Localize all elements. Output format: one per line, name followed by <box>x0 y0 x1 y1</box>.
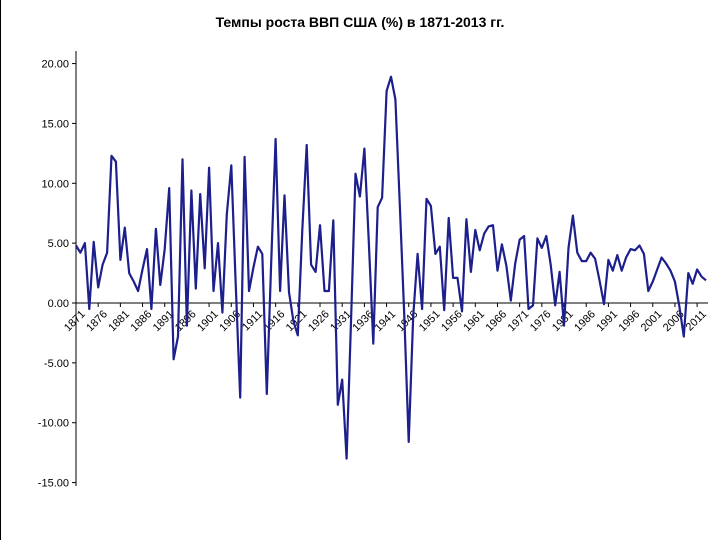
y-axis-ticks: 20.00 15.00 10.00 5.00 0.00 -5.00 -10.00 -15.00 <box>38 59 76 490</box>
x-tick-label: 1911 <box>240 308 265 333</box>
x-axis-ticks: 1871187618811886189118961901190619111916… <box>62 303 709 334</box>
y-tick-label: 20.00 <box>41 59 69 71</box>
x-tick-label: 2001 <box>639 308 665 334</box>
x-tick-label: 1926 <box>306 308 332 334</box>
y-tick-label: 0.00 <box>48 298 69 310</box>
x-tick-label: 1941 <box>373 308 399 334</box>
x-tick-label: 1906 <box>217 308 243 334</box>
x-tick-label: 1956 <box>439 308 465 334</box>
x-tick-label: 1991 <box>594 308 620 334</box>
x-tick-label: 1881 <box>106 308 132 334</box>
x-tick-label: 1886 <box>129 308 155 334</box>
x-tick-label: 1996 <box>617 308 643 334</box>
x-tick-label: 1901 <box>195 308 221 334</box>
x-tick-label: 1976 <box>528 308 554 334</box>
x-tick-label: 1971 <box>506 308 532 334</box>
x-tick-label: 1951 <box>417 308 443 334</box>
gdp-growth-series-line <box>75 75 707 460</box>
x-tick-label: 1966 <box>483 308 509 334</box>
y-tick-label: 10.00 <box>41 178 69 190</box>
x-tick-label: 1961 <box>461 308 487 334</box>
chart-title: Темпы роста ВВП США (%) в 1871-2013 гг. <box>215 14 505 30</box>
series-group <box>75 75 707 460</box>
y-tick-label: -15.00 <box>38 478 69 490</box>
x-tick-label: 1871 <box>62 308 88 334</box>
y-tick-label: 5.00 <box>48 238 69 250</box>
y-tick-label: -10.00 <box>38 418 69 430</box>
left-border-line <box>0 0 1 540</box>
y-tick-label: 15.00 <box>41 118 69 130</box>
x-tick-label: 2011 <box>684 308 709 333</box>
x-tick-label: 1986 <box>572 308 598 334</box>
x-tick-label: 1876 <box>84 308 110 334</box>
y-tick-label: -5.00 <box>44 358 69 370</box>
x-tick-label: 1946 <box>395 308 421 334</box>
